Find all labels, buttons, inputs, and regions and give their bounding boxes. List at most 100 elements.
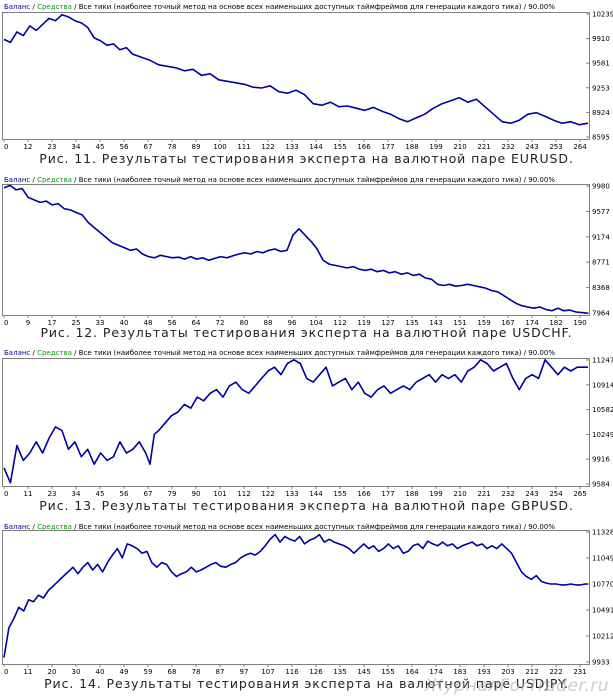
x-tick-label: 155 [333,143,346,151]
x-tick-label: 144 [309,143,323,151]
x-tick-label: 111 [237,143,250,151]
legend-description: Все тики (наиболее точный метод на основ… [79,3,556,11]
chart-caption: Рис. 13. Результаты тестирования эксперт… [39,498,574,513]
legend-equity: Средства [37,349,72,357]
y-tick-label: 9584 [592,481,610,489]
x-tick-label: 231 [573,668,586,676]
y-tick-label: 7964 [592,310,610,318]
y-tick-label: 10914 [592,381,613,389]
x-tick-label: 135 [405,319,418,325]
x-tick-label: 40 [96,668,105,676]
x-tick-label: 166 [357,143,371,151]
x-tick-label: 167 [501,319,514,325]
chart-panel-2: Баланс / Средства / Все тики (наиболее т… [0,173,613,345]
x-tick-label: 89 [192,143,201,151]
balance-line [3,359,588,484]
legend-separator: / [30,176,37,184]
x-tick-label: 104 [309,319,323,325]
chart-caption: Рис. 14. Результаты тестирования эксперт… [44,676,569,691]
x-tick-label: 177 [381,490,394,498]
chart-caption: Рис. 12. Результаты тестирования эксперт… [40,325,573,340]
y-tick-label: 10239 [592,11,613,19]
x-tick-label: 64 [192,319,201,325]
x-tick-label: 221 [477,143,490,151]
legend-balance: Баланс [4,523,30,531]
x-tick-label: 122 [261,490,274,498]
x-tick-label: 174 [429,668,443,676]
x-tick-label: 222 [549,668,562,676]
x-tick-label: 56 [168,319,177,325]
y-tick-label: 9933 [592,659,610,667]
x-tick-label: 265 [573,490,586,498]
x-tick-label: 79 [168,490,177,498]
y-tick-label: 8771 [592,259,610,267]
x-tick-label: 155 [381,668,394,676]
x-tick-label: 133 [285,143,298,151]
x-tick-label: 155 [333,490,346,498]
x-tick-label: 203 [501,668,514,676]
y-tick-label: 9980 [592,183,610,191]
x-tick-label: 243 [525,490,538,498]
x-tick-label: 212 [525,668,538,676]
x-tick-label: 143 [429,319,442,325]
x-tick-label: 34 [72,143,81,151]
x-tick-label: 97 [240,668,249,676]
chart-1: Баланс / Средства / Все тики (наиболее т… [2,3,613,151]
x-tick-label: 56 [120,143,129,151]
chart-caption: Рис. 11. Результаты тестирования эксперт… [39,151,574,166]
x-tick-label: 100 [213,143,226,151]
y-tick-label: 10212 [592,633,613,641]
x-tick-label: 107 [261,668,274,676]
y-tick-label: 9916 [592,456,610,464]
x-tick-label: 67 [144,490,153,498]
x-tick-label: 133 [285,490,298,498]
x-tick-label: 0 [4,143,8,151]
legend-description: Все тики (наиболее точный метод на основ… [79,523,556,531]
y-tick-label: 8595 [592,134,610,142]
x-tick-label: 0 [4,490,8,498]
x-tick-label: 199 [429,490,442,498]
x-tick-label: 193 [477,668,490,676]
x-tick-label: 183 [453,668,466,676]
x-tick-label: 40 [120,319,129,325]
x-tick-label: 87 [216,668,225,676]
x-tick-label: 221 [477,490,490,498]
legend-separator: / [72,176,79,184]
x-tick-label: 145 [357,668,370,676]
chart-panel-3: Баланс / Средства / Все тики (наиболее т… [0,346,613,518]
x-tick-label: 49 [120,668,129,676]
x-tick-label: 126 [309,668,323,676]
x-tick-label: 9 [26,319,30,325]
x-tick-label: 243 [525,143,538,151]
x-tick-label: 210 [453,490,466,498]
x-tick-label: 59 [144,668,153,676]
y-tick-label: 8924 [592,109,610,117]
legend-equity: Средства [37,176,72,184]
x-tick-label: 45 [96,490,105,498]
x-tick-label: 264 [573,143,587,151]
y-tick-label: 10770 [592,581,613,589]
x-tick-label: 166 [357,490,371,498]
watermark: ЖурналForTrader.ru [424,676,609,696]
legend-balance: Баланс [4,176,30,184]
y-tick-label: 11049 [592,555,613,563]
y-tick-label: 9910 [592,35,610,43]
x-tick-label: 11 [24,490,33,498]
chart-2: Баланс / Средства / Все тики (наиболее т… [2,176,610,325]
chart-4: Баланс / Средства / Все тики (наиболее т… [2,523,613,676]
legend-description: Все тики (наиболее точный метод на основ… [79,176,556,184]
x-tick-label: 72 [216,319,225,325]
y-tick-label: 11328 [592,529,613,537]
y-tick-label: 10249 [592,431,613,439]
x-tick-label: 151 [453,319,466,325]
x-tick-label: 23 [48,490,57,498]
x-tick-label: 17 [48,319,57,325]
x-tick-label: 33 [96,319,105,325]
balance-line [3,533,588,658]
y-tick-label: 9581 [592,60,610,68]
x-tick-label: 112 [237,490,250,498]
x-tick-label: 96 [288,319,297,325]
chart-frame [2,530,590,665]
x-tick-label: 190 [573,319,586,325]
x-tick-label: 45 [96,143,105,151]
